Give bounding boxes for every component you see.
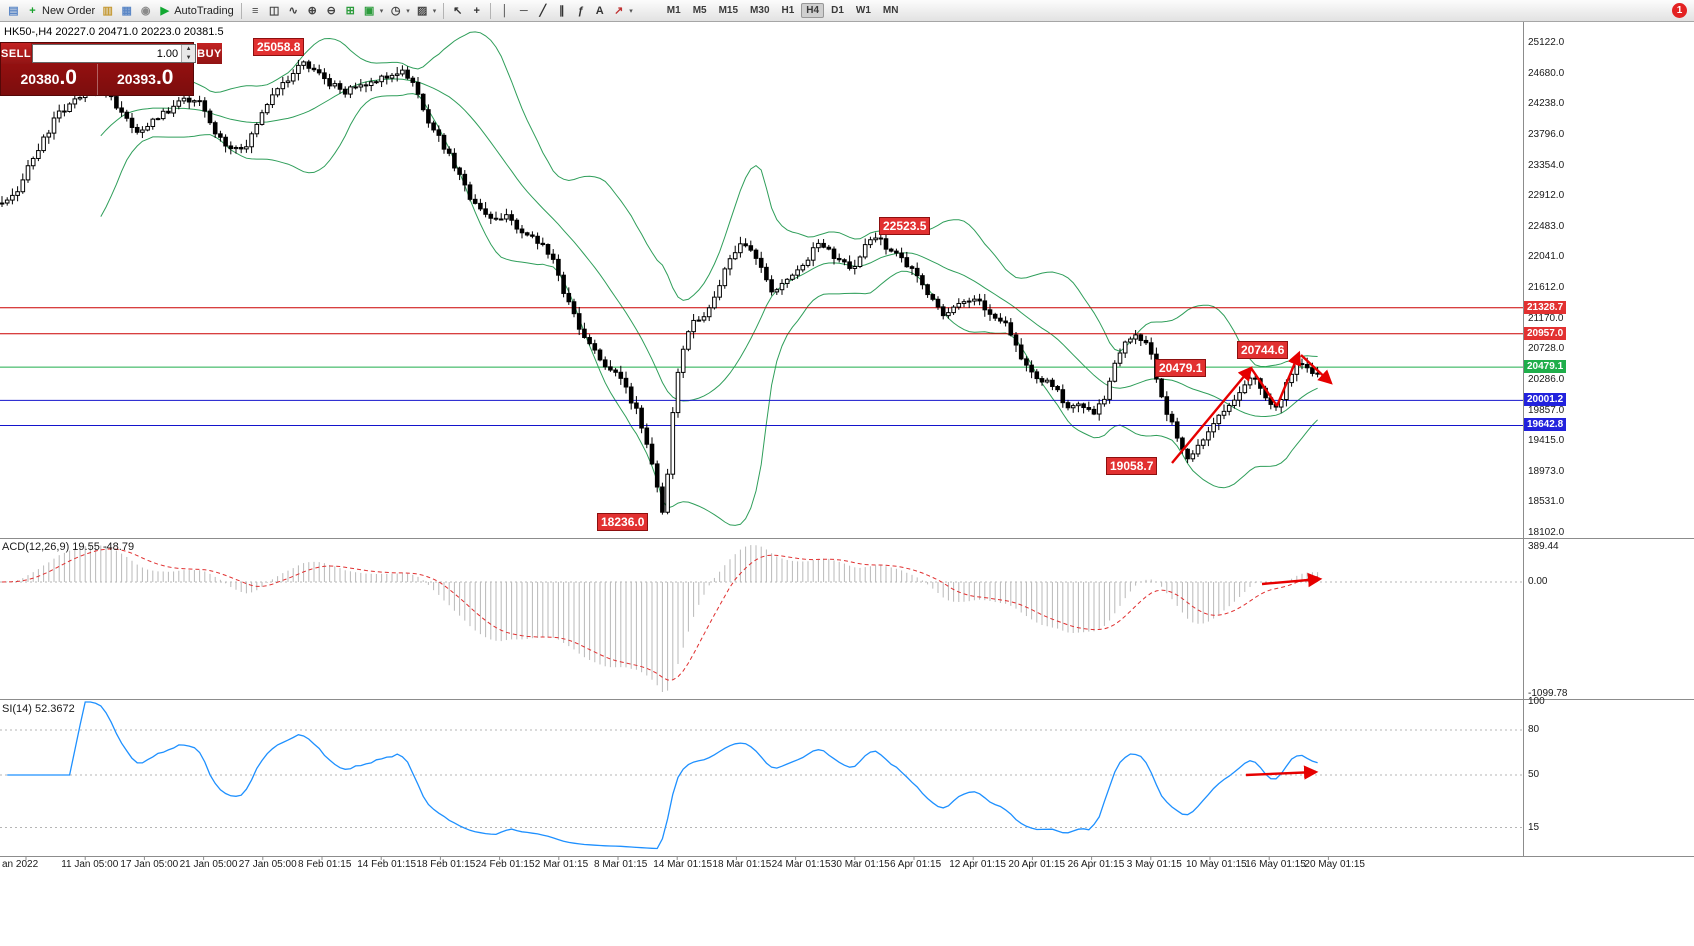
crosshair-icon[interactable]: +: [467, 2, 486, 20]
tile-windows-icon[interactable]: ⊞: [341, 2, 360, 20]
autotrading-button-label: AutoTrading: [174, 4, 234, 17]
candlestick-chart-icon[interactable]: ◫: [265, 2, 284, 20]
toolbar-buttons: ▤ + New Order ▥ ▦ ◉ ▶ AutoTrading ≡ ◫ ∿ ⊕ ⊖ ⊞ ▣ ▾ ◷ ▾ ▨ ▾ ↖ +…: [4, 2, 636, 20]
volume-spinner: ▲ ▼: [181, 45, 196, 62]
horizontal-line-icon[interactable]: ─: [514, 2, 533, 20]
fibonacci-icon: ƒ: [577, 4, 584, 17]
bar-chart-icon[interactable]: ≡: [246, 2, 265, 20]
new-order-button[interactable]: + New Order: [23, 2, 98, 20]
dropdown-caret-icon[interactable]: ▾: [406, 7, 410, 15]
sell-price[interactable]: 20380.0: [1, 64, 97, 95]
one-click-trading-panel: SELL ▲ ▼ BUY 20380.0 20393.0: [0, 42, 222, 96]
arrows-icon[interactable]: ↗ ▾: [609, 2, 636, 20]
timeframe-mn[interactable]: MN: [882, 5, 899, 16]
candlestick-chart-icon: ◫: [269, 4, 280, 17]
volume-down-button[interactable]: ▼: [182, 53, 196, 62]
template-icon: ▨: [417, 4, 428, 17]
toolbar-separator: [490, 2, 492, 19]
zoom-out-icon: ⊖: [326, 4, 336, 17]
cursor-icon: ↖: [453, 4, 463, 17]
buy-price[interactable]: 20393.0: [96, 64, 194, 95]
symbol-info: HK50-,H4 20227.0 20471.0 20223.0 20381.5: [4, 26, 224, 38]
new-chart-icon: ▣: [364, 4, 375, 17]
timeframe-d1[interactable]: D1: [831, 5, 844, 16]
autotrading-button[interactable]: ▶ AutoTrading: [155, 2, 237, 20]
timeframe-m15[interactable]: M15: [718, 5, 739, 16]
bar-chart-icon: ≡: [252, 4, 259, 17]
period-icon: ◷: [390, 4, 401, 17]
notification-badge[interactable]: 1: [1672, 3, 1687, 18]
volume-input[interactable]: [33, 45, 182, 62]
buy-button[interactable]: BUY: [197, 43, 222, 64]
channel-icon: ∥: [559, 4, 565, 17]
horizontal-line-icon: ─: [519, 4, 528, 17]
charts-icon[interactable]: ▦: [117, 2, 136, 20]
vertical-line-icon[interactable]: │: [495, 2, 514, 20]
timeframe-h4[interactable]: H4: [801, 3, 825, 18]
zoom-in-icon: ⊕: [307, 4, 317, 17]
template-icon[interactable]: ▨ ▾: [413, 2, 440, 20]
chart-window-icon[interactable]: ▤: [4, 2, 23, 20]
text-icon[interactable]: A: [590, 2, 609, 20]
timeframe-w1[interactable]: W1: [855, 5, 871, 16]
buy-price-int: 20393: [117, 71, 156, 87]
timeframe-m1[interactable]: M1: [666, 5, 681, 16]
new-chart-icon[interactable]: ▣ ▾: [360, 2, 387, 20]
new-order-button: +: [29, 4, 36, 17]
fibonacci-icon[interactable]: ƒ: [571, 2, 590, 20]
trendline-icon[interactable]: ╱: [533, 2, 552, 20]
trendline-icon: ╱: [539, 4, 547, 17]
dropdown-caret-icon[interactable]: ▾: [629, 7, 633, 15]
volume-up-button[interactable]: ▲: [182, 45, 196, 54]
toolbar-separator: [240, 2, 242, 19]
sell-price-int: 20380: [20, 71, 60, 87]
refresh-icon[interactable]: ◉: [136, 2, 155, 20]
refresh-icon: ◉: [140, 4, 151, 17]
vertical-line-icon: │: [501, 4, 509, 17]
text-icon: A: [595, 4, 604, 17]
sell-button[interactable]: SELL: [1, 43, 32, 64]
orders-icon[interactable]: ▥: [98, 2, 117, 20]
line-chart-icon[interactable]: ∿: [284, 2, 303, 20]
period-icon[interactable]: ◷ ▾: [386, 2, 413, 20]
macd-indicator-label: ACD(12,26,9) 19.55 -48.79: [2, 541, 135, 553]
tile-windows-icon: ⊞: [345, 4, 355, 17]
channel-icon[interactable]: ∥: [552, 2, 571, 20]
toolbar-separator: [443, 2, 445, 19]
new-order-button-label: New Order: [42, 4, 96, 17]
cursor-icon[interactable]: ↖: [448, 2, 467, 20]
buy-price-frac: .0: [155, 66, 174, 89]
chart-window-icon: ▤: [8, 4, 19, 17]
timeframe-m5[interactable]: M5: [692, 5, 707, 16]
timeframe-h1[interactable]: H1: [781, 5, 795, 16]
dropdown-caret-icon[interactable]: ▾: [379, 7, 384, 15]
line-chart-icon: ∿: [288, 4, 298, 17]
dropdown-caret-icon[interactable]: ▾: [432, 7, 437, 15]
timeframe-buttons: M1 M5 M15 M30 H1 H4 D1 W1 MN: [662, 3, 904, 18]
zoom-in-icon[interactable]: ⊕: [303, 2, 322, 20]
rsi-indicator-label: SI(14) 52.3672: [2, 703, 75, 715]
arrows-icon: ↗: [614, 4, 624, 17]
timeframe-m30[interactable]: M30: [750, 5, 770, 16]
zoom-out-icon[interactable]: ⊖: [322, 2, 341, 20]
toolbar: ▤ + New Order ▥ ▦ ◉ ▶ AutoTrading ≡ ◫ ∿ ⊕ ⊖ ⊞ ▣ ▾ ◷ ▾ ▨ ▾ ↖ +…: [0, 0, 1694, 22]
sell-price-frac: .0: [59, 66, 77, 89]
charts-icon: ▦: [121, 4, 132, 17]
orders-icon: ▥: [102, 4, 113, 17]
crosshair-icon: +: [473, 4, 480, 17]
autotrading-button: ▶: [160, 4, 169, 17]
volume-box: ▲ ▼: [32, 44, 197, 63]
